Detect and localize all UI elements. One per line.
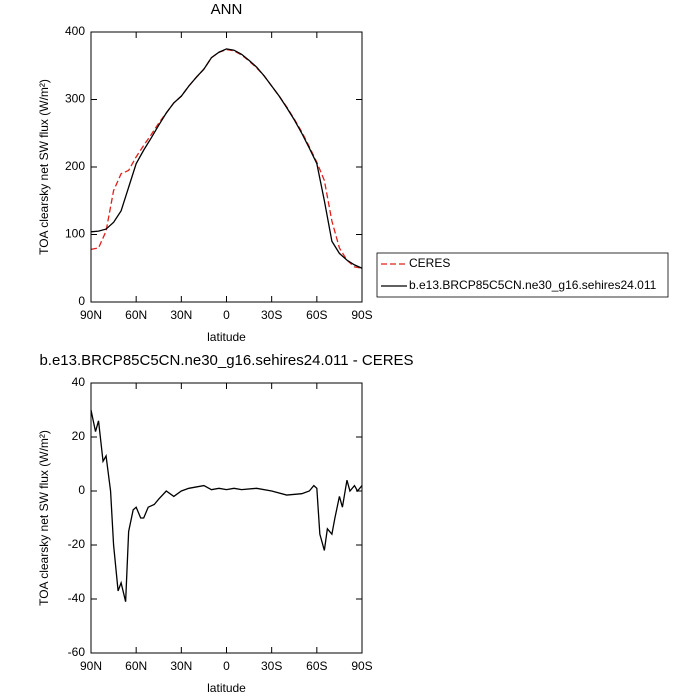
x-tick-label: 0 (223, 308, 230, 322)
data-line (90, 48, 363, 269)
plot: b.e13.BRCP85C5CN.ne30_g16.sehires24.011 … (37, 352, 413, 695)
x-axis-label: latitude (207, 330, 246, 344)
legend-label: b.e13.BRCP85C5CN.ne30_g16.sehires24.011 (409, 278, 657, 292)
x-axis-label: latitude (207, 681, 246, 695)
x-tick-label: 60S (306, 308, 327, 322)
y-tick-label: 0 (78, 483, 85, 497)
data-line (90, 48, 363, 269)
y-tick-label: 40 (72, 375, 86, 389)
legend-box (376, 252, 669, 298)
legend-label: CERES (409, 256, 450, 270)
x-tick-label: 90N (80, 308, 102, 322)
y-axis-label: TOA clearsky net SW flux (W/m²) (37, 430, 51, 606)
x-tick-label: 90S (351, 659, 372, 673)
plot: ANN 0 100 200 300 400 90N 60N 30N 0 30S 60S 90S latit… (37, 1, 669, 344)
x-tick-label: 30N (170, 659, 192, 673)
y-tick-label: 400 (65, 24, 85, 38)
plot-frame (90, 31, 363, 303)
data-line (90, 409, 363, 602)
y-tick-label: 200 (65, 159, 85, 173)
plot-frame (90, 382, 363, 654)
y-tick-label: 100 (65, 227, 85, 241)
x-tick-label: 60N (125, 659, 147, 673)
y-tick-label: 20 (72, 429, 86, 443)
y-axis-label: TOA clearsky net SW flux (W/m²) (37, 79, 51, 255)
x-tick-label: 60N (125, 308, 147, 322)
x-tick-label: 60S (306, 659, 327, 673)
x-tick-label: 30N (170, 308, 192, 322)
x-tick-label: 90N (80, 659, 102, 673)
x-tick-label: 90S (351, 308, 372, 322)
x-tick-label: 0 (223, 659, 230, 673)
y-tick-label: -20 (68, 537, 86, 551)
x-tick-label: 30S (261, 659, 282, 673)
x-tick-label: 30S (261, 308, 282, 322)
chart-title: b.e13.BRCP85C5CN.ne30_g16.sehires24.011 … (39, 352, 413, 369)
y-tick-label: 0 (78, 294, 85, 308)
y-tick-label: -60 (68, 645, 86, 659)
chart-title: ANN (211, 1, 243, 18)
y-tick-label: -40 (68, 591, 86, 605)
y-tick-label: 300 (65, 92, 85, 106)
